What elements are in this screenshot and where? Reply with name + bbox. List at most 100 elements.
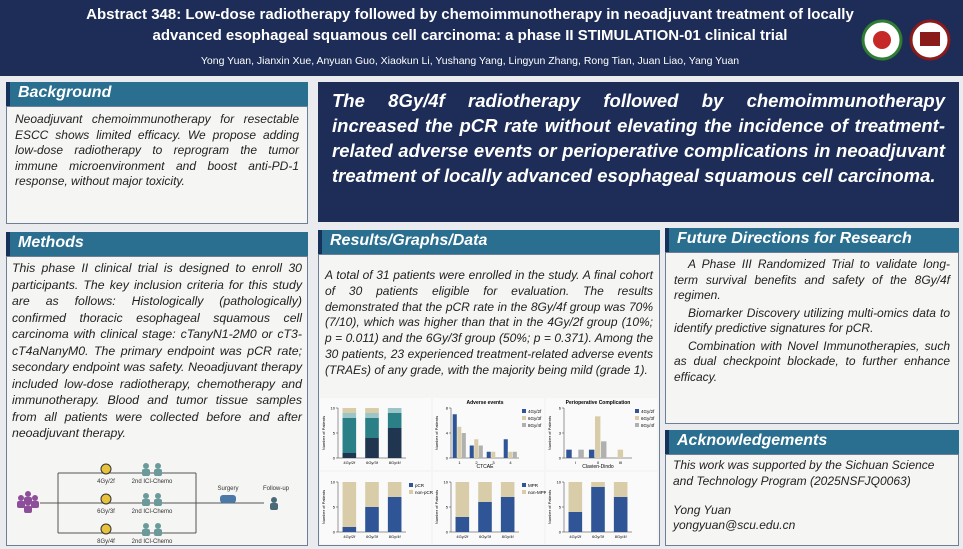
y-tick-label: 6 — [559, 406, 562, 411]
bar-segment — [500, 482, 515, 497]
bar — [478, 445, 483, 458]
y-tick-label: 10 — [331, 480, 336, 485]
icon — [100, 463, 112, 475]
legend-label: 4Gy/2f — [528, 409, 542, 414]
legend-label: non-pCR — [415, 490, 434, 495]
legend-swatch — [522, 490, 526, 494]
bar — [469, 445, 474, 458]
y-tick-label: 8 — [446, 406, 449, 411]
bar — [491, 451, 496, 458]
bar-segment — [478, 502, 492, 532]
bar — [461, 433, 466, 458]
icon — [154, 469, 162, 476]
logos — [861, 19, 951, 61]
chemo-label: 2nd ICI-Chemo — [132, 509, 173, 515]
x-tick-label: 4Gy/2f — [569, 534, 582, 539]
bar-segment — [342, 527, 357, 532]
bar — [508, 451, 513, 458]
x-tick-label: 4Gy/2f — [343, 534, 356, 539]
bar — [457, 426, 462, 458]
bar-segment — [568, 512, 583, 532]
bar-segment — [455, 482, 470, 517]
y-tick-label: 5 — [333, 431, 336, 436]
x-tick-label: 6Gy/3f — [592, 534, 605, 539]
y-tick-label: 0 — [559, 530, 562, 535]
y-axis-label: Number of Patients — [434, 490, 439, 524]
section-heading: Results/Graphs/Data — [318, 230, 660, 254]
header-band — [0, 0, 963, 76]
legend-swatch — [635, 409, 639, 413]
x-tick-label: 4Gy/2f — [456, 534, 469, 539]
y-axis-label: Number of Patients — [321, 416, 326, 450]
bar-segment — [613, 497, 628, 532]
bar-segment — [342, 418, 357, 453]
legend-label: pCR — [415, 483, 425, 488]
x-tick-label: 1 — [458, 460, 461, 465]
bar-segment — [365, 408, 379, 413]
x-tick-label: 4Gy/2f — [343, 460, 356, 465]
bar — [503, 439, 508, 458]
bar — [588, 449, 595, 458]
bar-segment — [591, 482, 605, 487]
x-tick-label: 8Gy/4f — [389, 460, 402, 465]
icon — [220, 495, 236, 503]
bar-segment — [613, 482, 628, 497]
x-tick-label: III — [619, 460, 622, 465]
bar-segment — [591, 487, 605, 532]
x-tick-label: 8Gy/4f — [389, 534, 402, 539]
dose-label: 8Gy/4f — [97, 539, 115, 545]
icon — [24, 506, 32, 513]
bar-segment — [365, 418, 379, 438]
legend-label: 8Gy/4f — [641, 423, 655, 428]
dose-label: 6Gy/3f — [97, 509, 115, 515]
icon — [100, 493, 112, 505]
bar-segment — [365, 413, 379, 418]
x-tick-label: 4 — [509, 460, 512, 465]
icon — [18, 495, 24, 501]
icon — [32, 495, 38, 501]
flowchart: 4Gy/2f 2nd ICI-Chemo 6Gy/3f 2nd ICI-Chemo 8G… — [17, 463, 290, 545]
section-heading: Background — [6, 82, 308, 106]
y-tick-label: 3 — [559, 431, 562, 436]
x-tick-label: 8Gy/4f — [502, 534, 515, 539]
legend-swatch — [409, 483, 413, 487]
legend-label: 6Gy/3f — [641, 416, 655, 421]
future-item: A Phase III Randomized Trial to validate… — [674, 257, 950, 302]
x-axis-label: CTCAE — [477, 464, 495, 470]
bar-segment — [500, 497, 515, 532]
icon — [17, 501, 25, 508]
y-axis-label: Number of Patients — [321, 490, 326, 524]
icon — [155, 463, 161, 469]
icon — [142, 499, 150, 506]
y-tick-label: 10 — [557, 480, 562, 485]
bar — [566, 449, 572, 458]
icon — [25, 500, 31, 506]
y-tick-label: 0 — [559, 456, 562, 461]
bar-segment — [365, 438, 379, 458]
bar-segment — [342, 413, 357, 418]
y-tick-label: 4 — [446, 431, 449, 436]
legend-label: non-MPR — [528, 490, 548, 495]
bar-segment — [387, 497, 402, 532]
legend-swatch — [522, 423, 526, 427]
section-heading: Methods — [6, 232, 308, 256]
icon — [143, 493, 149, 499]
icon — [25, 491, 31, 497]
section-heading: Acknowledgements — [665, 430, 959, 454]
legend-swatch — [635, 423, 639, 427]
y-tick-label: 5 — [333, 505, 336, 510]
y-tick-label: 0 — [446, 530, 449, 535]
bar — [474, 439, 479, 458]
chemo-label: 2nd ICI-Chemo — [132, 539, 173, 545]
bar-segment — [455, 517, 470, 532]
x-tick-label: 8Gy/4f — [615, 534, 628, 539]
icon — [154, 529, 162, 536]
title: Abstract 348: Low-dose radiotherapy foll… — [86, 6, 854, 23]
legend-swatch — [522, 483, 526, 487]
future-item: Combination with Novel Immunotherapies, … — [674, 338, 950, 384]
legend-swatch — [522, 409, 526, 413]
bar — [617, 449, 624, 458]
y-tick-label: 0 — [333, 456, 336, 461]
legend-swatch — [409, 490, 413, 494]
